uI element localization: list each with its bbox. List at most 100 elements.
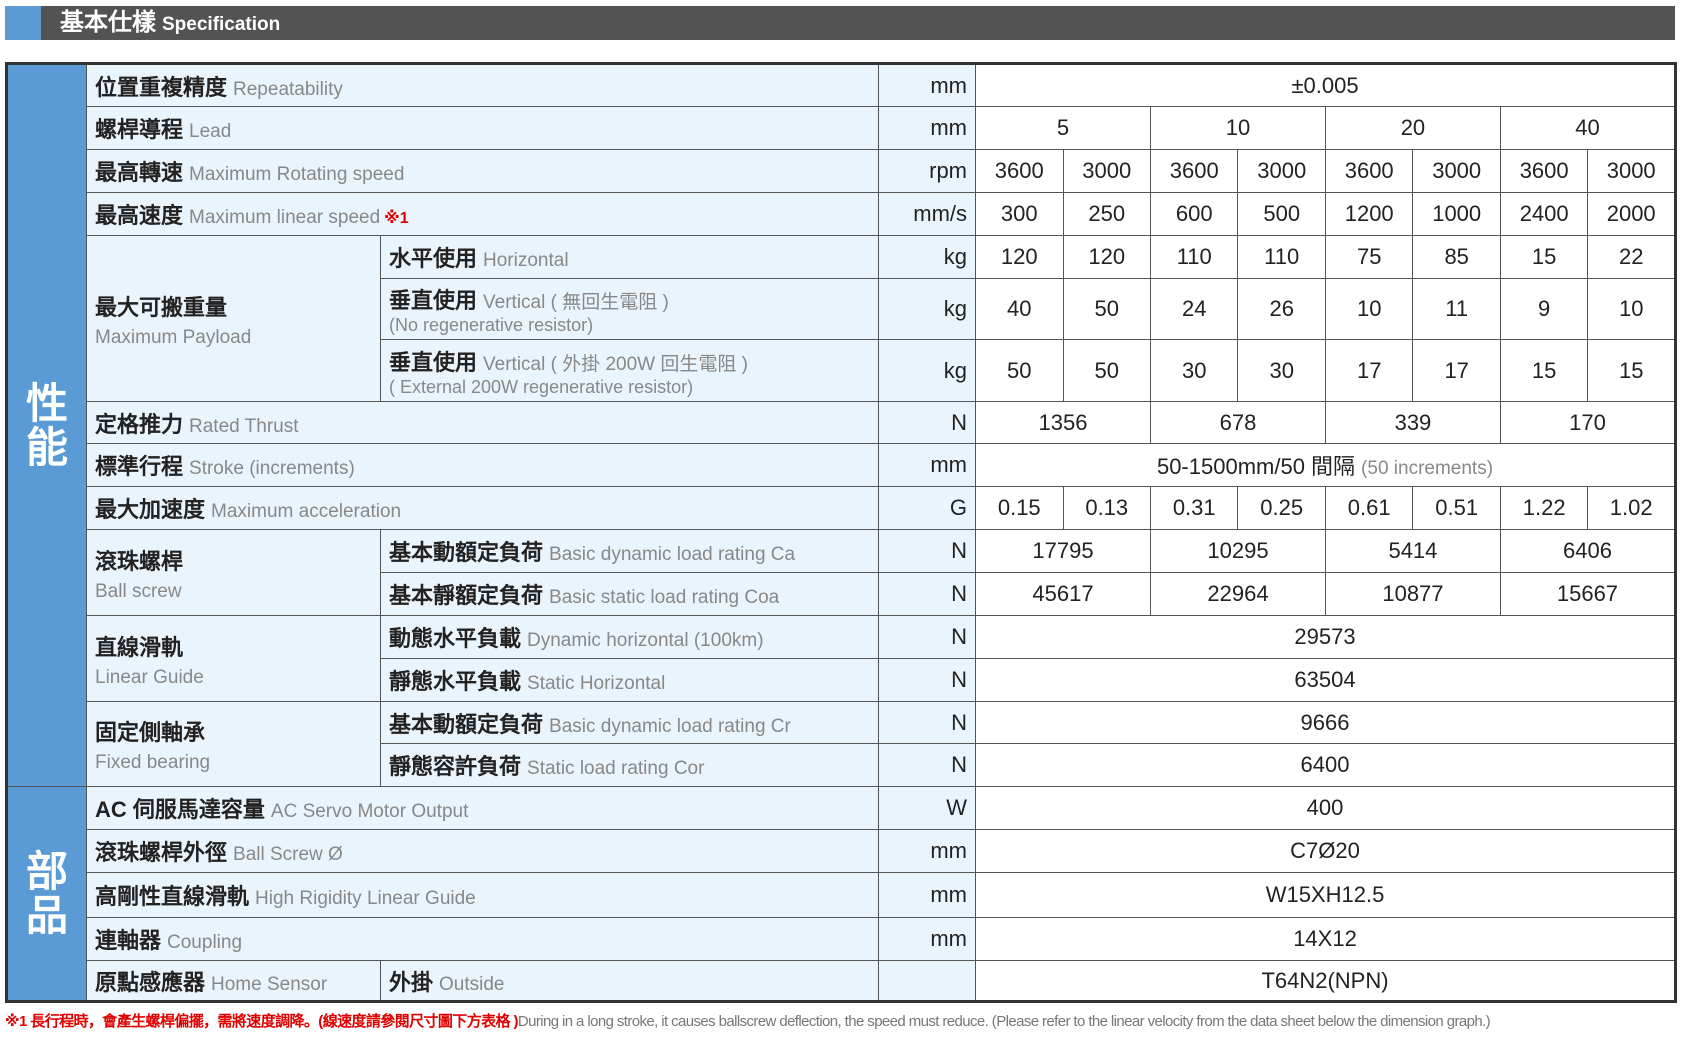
sub-label-zh: 基本動額定負荷 (389, 711, 544, 737)
label-zh: 連軸器 (95, 928, 162, 953)
table-row: 滾珠螺桿 Ball screw 基本動額定負荷 Basic dynamic load … (7, 529, 1677, 616)
value-cell: 22 (1587, 235, 1676, 279)
value: C7Ø20 (1290, 838, 1360, 863)
value-cell: 1.22 (1499, 486, 1589, 530)
value-cell: 1000 (1412, 192, 1501, 236)
value: 1.22 (1522, 495, 1566, 520)
sub-label: 垂直使用 Vertical ( 無回生電阻 ) (No regenerative r… (379, 278, 880, 340)
value-cell: 3600 (1149, 149, 1239, 193)
value-cell: ±0.005 (975, 63, 1676, 107)
row-label: 最高速度 Maximum linear speed ※1 (85, 192, 880, 236)
label-en: Stroke (increments) (189, 458, 355, 479)
value-cell: 15 (1499, 235, 1589, 279)
table-row: 標準行程 Stroke (increments) mm 50-1500mm/50 間隔… (7, 443, 1676, 487)
value: 10 (1356, 296, 1382, 321)
label-en: High Rigidity Linear Guide (255, 888, 476, 909)
value: ±0.005 (1291, 72, 1359, 98)
value-extra: (50 increments) (1361, 458, 1494, 479)
value: 250 (1088, 201, 1126, 226)
value-cell: 3000 (1587, 149, 1676, 193)
value-cell: 110 (1149, 235, 1239, 279)
unit-cell: N (878, 572, 977, 616)
value-cell: 0.25 (1237, 486, 1326, 530)
sub-label: 水平使用 Horizontal (379, 235, 880, 279)
value-cell: 50 (1062, 339, 1151, 402)
value: 14X12 (1293, 926, 1357, 951)
value-cell: 120 (975, 235, 1064, 279)
sub-label-en: Basic dynamic load rating Cr (549, 715, 791, 737)
value-cell: 15 (1587, 339, 1676, 402)
unit-cell: rpm (878, 149, 977, 193)
sub-label-en: Outside (439, 973, 505, 995)
header-title: 基本仕樣 Specification (60, 9, 280, 39)
value-cell: 678 (1149, 401, 1326, 444)
value: 0.13 (1085, 495, 1129, 520)
value: 2000 (1606, 201, 1656, 226)
row-label: 高剛性直線滑軌 High Rigidity Linear Guide (85, 872, 880, 918)
value: 45617 (1032, 581, 1094, 606)
value: 22 (1618, 244, 1644, 269)
value: 6406 (1562, 538, 1612, 563)
row-label: 定格推力 Rated Thrust (85, 401, 880, 444)
value-cell: 3600 (975, 149, 1064, 193)
value: 3600 (1169, 158, 1219, 183)
table-row: 最大可搬重量 Maximum Payload 水平使用 Horizontal kg 120… (7, 235, 1676, 402)
table-row: 靜態容許負荷 Static load rating Cor N 6400 (7, 743, 1676, 787)
unit-cell: mm (878, 829, 977, 873)
value: 50 (1094, 296, 1119, 321)
table-row: 固定側軸承 Fixed bearing 基本動額定負荷 Basic dynamic l… (7, 701, 1676, 787)
row-label: 最大加速度 Maximum acceleration (85, 486, 880, 530)
value-cell: 14X12 (975, 917, 1676, 961)
label-en: Coupling (167, 932, 243, 953)
label-zh: 位置重複精度 (95, 74, 228, 100)
value: T64N2(NPN) (1261, 967, 1389, 993)
unit-cell: W (878, 786, 977, 830)
label-zh: 高剛性直線滑軌 (95, 884, 250, 909)
value: W15XH12.5 (1265, 882, 1385, 907)
row-label: 原點感應器 Home Sensor (86, 960, 381, 1002)
value-cell: 3000 (1237, 149, 1326, 193)
value-cell: 50 (1062, 278, 1151, 340)
unit-cell: kg (878, 235, 977, 279)
table-row: 靜態水平負載 Static Horizontal N 63504 (7, 658, 1676, 702)
sub-label: 靜態容許負荷 Static load rating Cor (379, 743, 880, 787)
value-cell: 3600 (1499, 149, 1589, 193)
value: 3000 (1257, 158, 1307, 183)
value-cell: 30 (1149, 339, 1239, 402)
value-cell: 40 (1499, 106, 1677, 150)
value-cell: 50-1500mm/50 間隔 (50 increments) (975, 443, 1676, 487)
value-cell: 17 (1324, 339, 1414, 402)
value: 17 (1356, 357, 1382, 383)
sub-label: 靜態水平負載 Static Horizontal (379, 658, 880, 702)
row-label: 連軸器 Coupling (85, 917, 880, 961)
label-en: Fixed bearing (95, 752, 211, 773)
value: 24 (1181, 296, 1207, 321)
value-cell: 50 (975, 339, 1064, 402)
unit-cell: N (878, 701, 977, 744)
value-cell: 22964 (1149, 572, 1326, 616)
value: 3600 (994, 158, 1044, 183)
label-zh: 最高速度 (95, 203, 184, 228)
row-label: 螺桿導程 Lead (85, 106, 880, 150)
value-cell: 63504 (975, 658, 1676, 702)
table-row: 連軸器 Coupling mm 14X12 (7, 917, 1676, 961)
sub-label: 動態水平負載 Dynamic horizontal (100km) (379, 615, 880, 659)
value: 20 (1400, 115, 1426, 140)
footnote: ※1 長行程時，會產生螺桿偏擺，需將速度調降。(線速度請參閱尺寸圖下方表格 )D… (5, 1010, 1491, 1031)
value-cell: 0.61 (1324, 486, 1414, 530)
value-cell: 30 (1237, 339, 1326, 402)
value: 5 (1056, 115, 1070, 140)
value: 17 (1444, 357, 1469, 383)
table-row: 垂直使用 Vertical ( 無回生電阻 ) (No regenerative r… (7, 278, 1676, 340)
value: 0.51 (1435, 495, 1479, 520)
value: 400 (1306, 795, 1344, 820)
value: 10877 (1382, 581, 1444, 606)
unit-cell: mm (878, 106, 977, 150)
sub-label-en: Vertical ( 外掛 200W 回生電阻 ) (483, 353, 749, 375)
value: 1.02 (1609, 495, 1653, 520)
label-en: Ball Screw Ø (233, 844, 343, 865)
value: 50-1500mm/50 間隔 (1156, 454, 1356, 479)
row-label: 位置重複精度 Repeatability (85, 63, 880, 107)
value: 22964 (1207, 581, 1269, 606)
